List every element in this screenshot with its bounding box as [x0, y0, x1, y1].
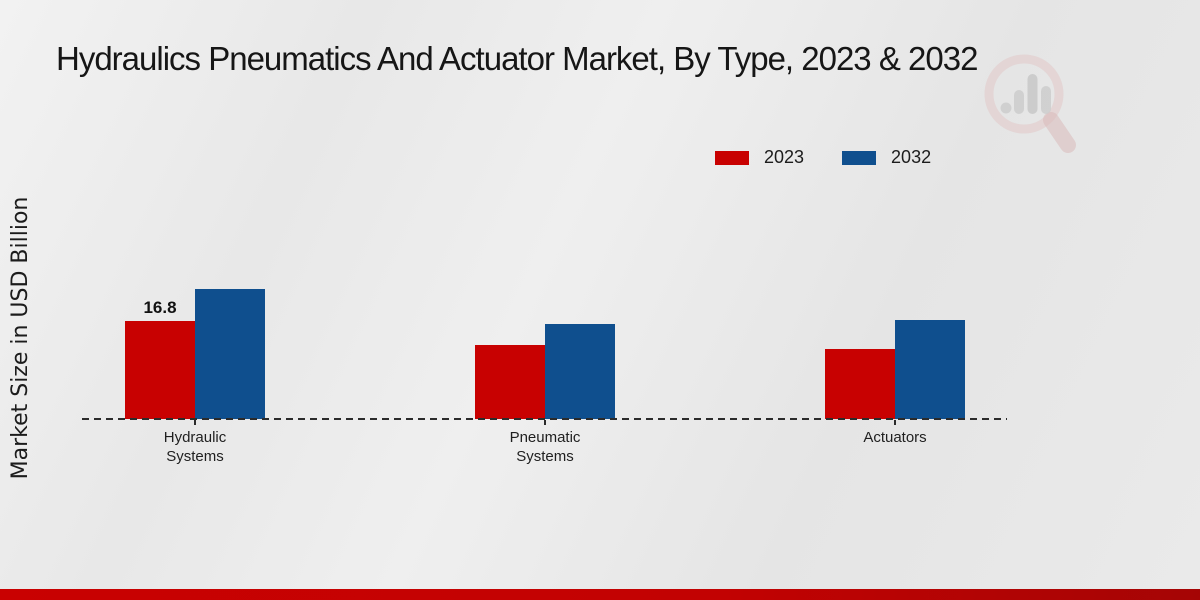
x-axis-baseline — [82, 418, 1007, 420]
x-axis-tick — [894, 420, 896, 425]
bar-2032-group2 — [895, 320, 965, 419]
legend-label-2023: 2023 — [764, 147, 805, 167]
chart-title: Hydraulics Pneumatics And Actuator Marke… — [56, 40, 978, 77]
legend-item-2023: 2023 — [715, 147, 804, 168]
bar-2023-group2 — [825, 349, 895, 419]
x-axis-category-label: Pneumatic Systems — [509, 429, 581, 465]
x-axis-tick — [544, 420, 546, 425]
legend-label-2032: 2032 — [891, 147, 932, 167]
bar-2023-group1 — [475, 345, 545, 419]
bar-2023-group0 — [125, 321, 195, 419]
bar-2032-group0 — [195, 289, 265, 419]
footer-accent-bar — [0, 589, 1200, 600]
bar-value-label: 16.8 — [143, 298, 177, 317]
legend: 2023 2032 — [715, 147, 931, 168]
x-axis-category-label: Actuators — [863, 429, 927, 446]
x-axis-tick — [194, 420, 196, 425]
bar-2032-group1 — [545, 324, 615, 419]
legend-item-2032: 2032 — [842, 147, 931, 168]
legend-swatch-2032 — [842, 150, 877, 165]
legend-swatch-2023 — [715, 150, 749, 165]
x-axis-category-label: Hydraulic Systems — [163, 429, 227, 465]
magnifier-bar-chart-icon — [984, 54, 1076, 153]
